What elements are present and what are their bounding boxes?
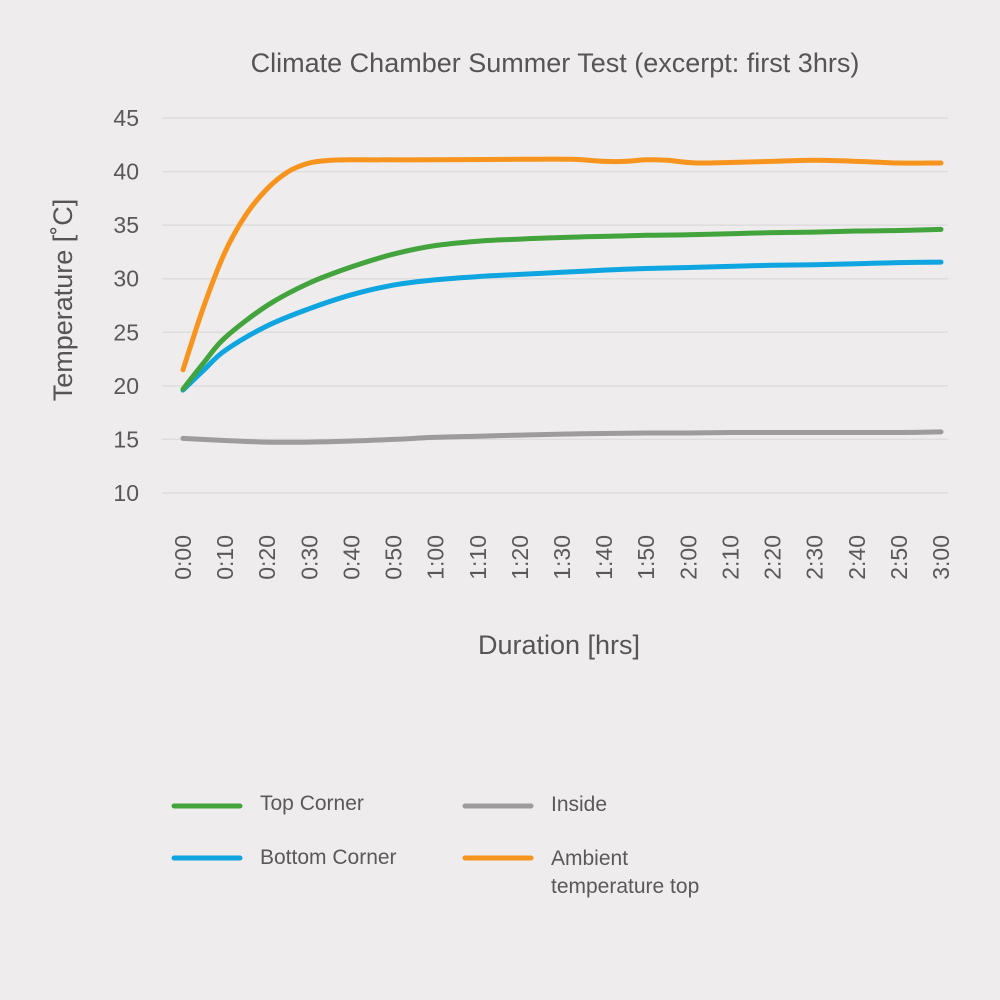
x-tick-label-0-50: 0:50 xyxy=(381,535,407,580)
x-tick-label-1-50: 1:50 xyxy=(633,535,659,580)
x-tick-label-2-30: 2:30 xyxy=(802,535,828,580)
legend-item-bottom-corner: Bottom Corner xyxy=(171,846,397,869)
y-tick-label-30: 30 xyxy=(113,266,139,292)
series-line-inside xyxy=(180,429,944,445)
x-tick-label-2-00: 2:00 xyxy=(675,535,701,580)
x-tick-label-1-40: 1:40 xyxy=(591,535,617,580)
y-tick-label-40: 40 xyxy=(113,159,139,185)
x-axis-ticks: 0:00 0:10 0:20 0:30 0:40 0:50 1:00 1:10 1:20 1:30… xyxy=(170,535,954,580)
x-tick-label-0-20: 0:20 xyxy=(254,535,280,580)
x-tick-label-0-10: 0:10 xyxy=(212,535,238,580)
series-lines xyxy=(180,156,944,445)
y-tick-label-10: 10 xyxy=(113,480,139,506)
legend-item-top-corner: Top Corner xyxy=(171,792,364,815)
x-tick-label-2-20: 2:20 xyxy=(760,535,786,580)
x-tick-label-2-50: 2:50 xyxy=(886,535,912,580)
legend-label-ambient-temperature-top: Ambient temperature top xyxy=(551,847,699,898)
x-tick-label-0-00: 0:00 xyxy=(170,535,196,580)
x-tick-label-2-40: 2:40 xyxy=(844,535,870,580)
legend-item-inside: Inside xyxy=(462,793,607,816)
x-tick-label-1-30: 1:30 xyxy=(549,535,575,580)
legend: Top Corner Inside Bottom Corner Ambient t… xyxy=(171,792,699,898)
legend-label-bottom-corner: Bottom Corner xyxy=(260,846,397,869)
legend-item-ambient-temperature-top: Ambient temperature top xyxy=(462,847,699,898)
y-axis-title: Temperature [˚C] xyxy=(48,199,78,402)
legend-label-top-corner: Top Corner xyxy=(260,792,364,815)
x-tick-label-1-10: 1:10 xyxy=(465,535,491,580)
x-tick-label-0-40: 0:40 xyxy=(338,535,364,580)
x-axis-title: Duration [hrs] xyxy=(478,630,640,660)
y-tick-label-20: 20 xyxy=(113,373,139,399)
y-axis-ticks: 10 15 20 25 30 35 40 45 xyxy=(113,105,139,506)
series-line-ambient-temperature-top xyxy=(180,156,944,373)
x-tick-label-2-10: 2:10 xyxy=(717,535,743,580)
x-tick-label-1-00: 1:00 xyxy=(423,535,449,580)
y-tick-label-15: 15 xyxy=(113,426,139,452)
series-line-top-corner xyxy=(180,226,944,392)
y-tick-label-45: 45 xyxy=(113,105,139,131)
legend-label-inside: Inside xyxy=(551,793,607,816)
x-tick-label-0-30: 0:30 xyxy=(296,535,322,580)
series-line-bottom-corner xyxy=(180,259,944,393)
chart-title: Climate Chamber Summer Test (excerpt: fi… xyxy=(251,48,860,78)
x-tick-label-3-00: 3:00 xyxy=(928,535,954,580)
x-tick-label-1-20: 1:20 xyxy=(507,535,533,580)
y-tick-label-35: 35 xyxy=(113,212,139,238)
y-tick-label-25: 25 xyxy=(113,319,139,345)
